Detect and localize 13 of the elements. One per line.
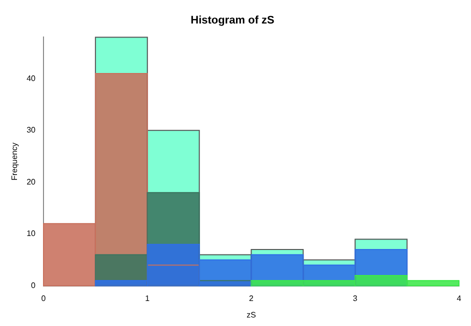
y-tick-label: 30: [26, 126, 36, 135]
x-tick-label: 2: [249, 294, 254, 303]
x-tick-label: 1: [145, 294, 150, 303]
x-tick-label: 3: [352, 294, 358, 303]
x-tick-label: 4: [456, 294, 462, 303]
chart-title: Histogram of zS: [190, 14, 274, 27]
x-axis-title: zS: [246, 310, 256, 320]
y-tick-label: 40: [26, 74, 36, 83]
x-tick-label: 0: [41, 294, 46, 303]
y-axis-title: Frequency: [10, 142, 20, 180]
y-tick-label: 20: [26, 177, 36, 186]
y-tick-label: 0: [31, 281, 36, 290]
y-tick-label: 10: [26, 229, 36, 238]
